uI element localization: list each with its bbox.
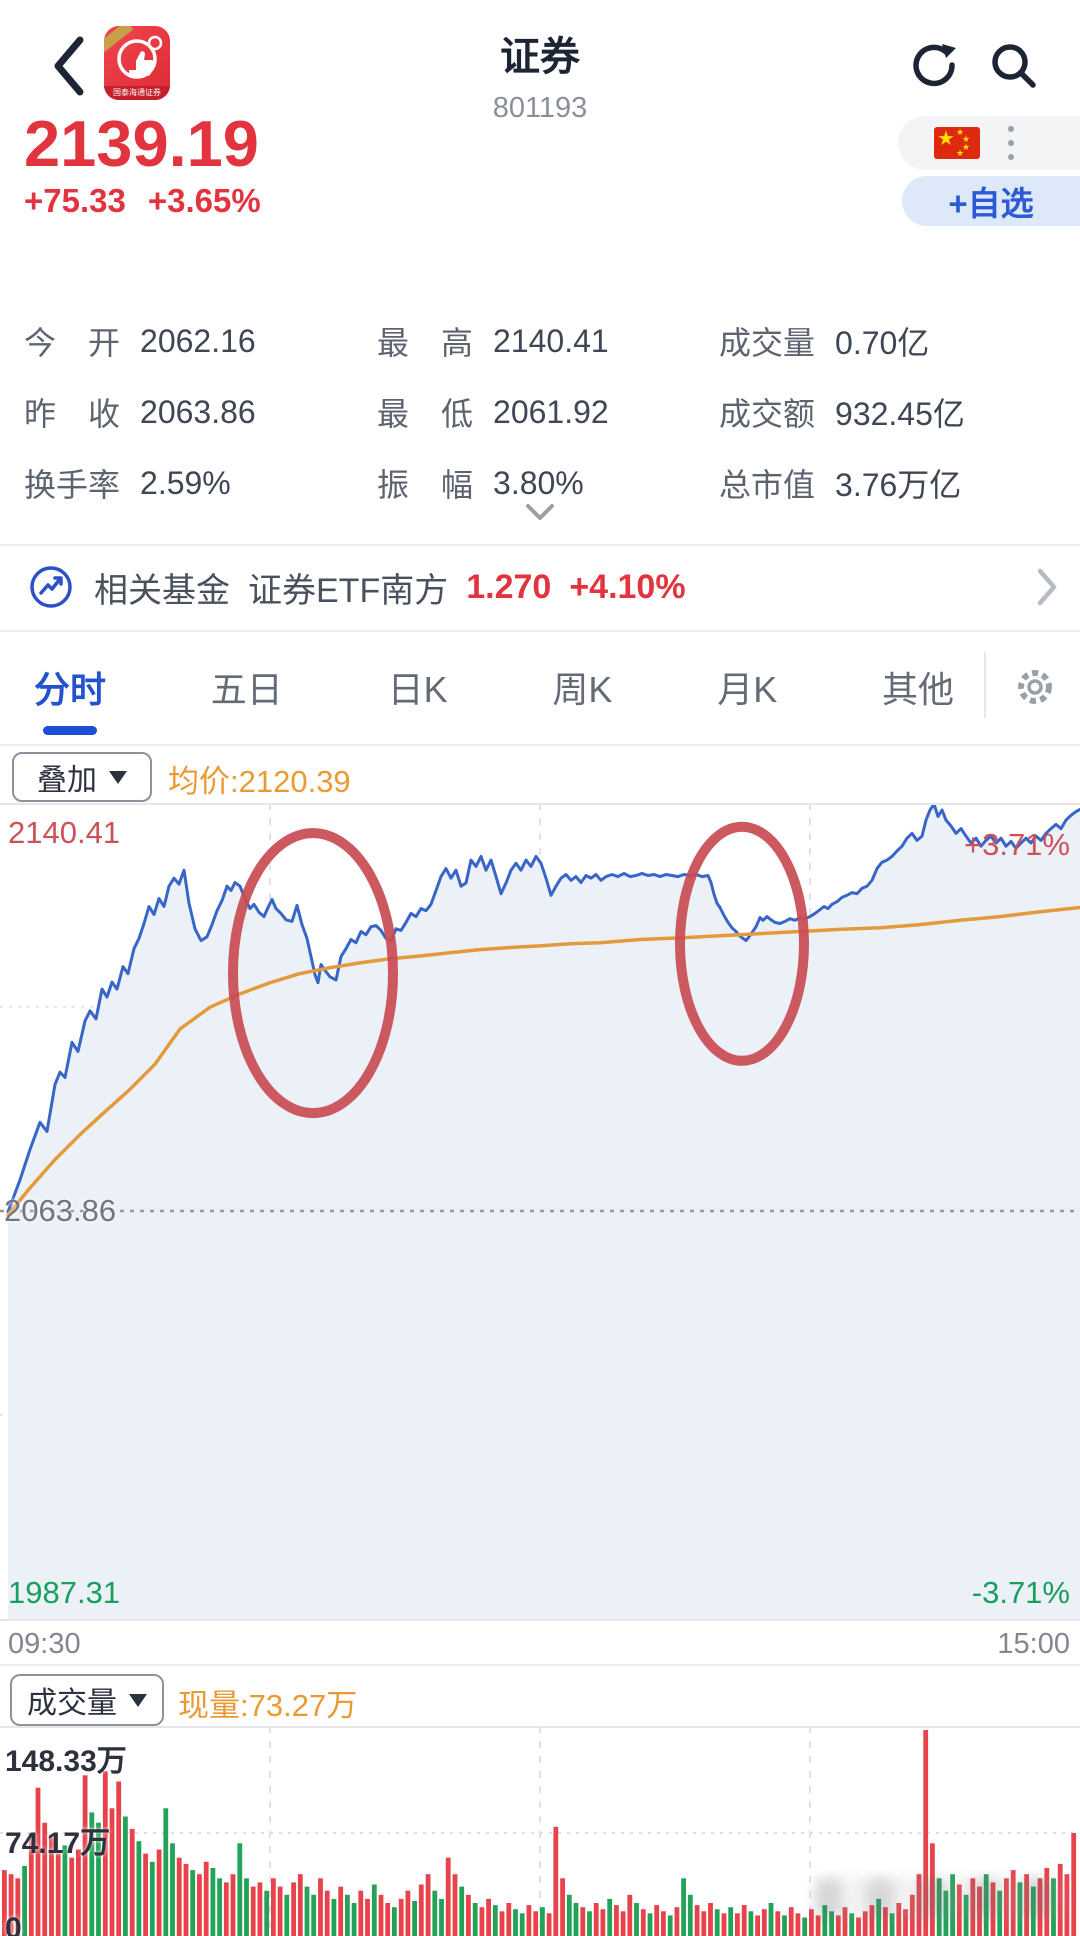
stock-code: 801193 xyxy=(492,92,588,124)
change-pct: +3.65% xyxy=(147,182,261,219)
time-axis: 09:30 15:00 xyxy=(0,1622,1080,1666)
avg-price-label: 均价:2120.39 xyxy=(168,764,351,799)
stat-open: 今 开 2062.16 xyxy=(24,322,256,362)
chart-tab-bar: 分时 五日 日K 周K 月K 其他 xyxy=(0,630,1080,744)
china-flag-icon: ★ ★ ★ ★ ★ xyxy=(934,127,980,159)
page-title: 证券 xyxy=(500,35,580,79)
title-block: 证券 801193 xyxy=(0,24,1080,125)
chart-high-label: 2140.41 xyxy=(8,815,121,850)
tab-minute[interactable]: 分时 xyxy=(32,661,108,735)
stat-amplitude: 振 幅 3.80% xyxy=(377,464,584,504)
stat-turnover-amount: 成交额 932.45亿 xyxy=(719,396,965,432)
volume-chart[interactable]: 148.33万 74.17万 0 xyxy=(0,1726,1080,1936)
last-price: 2139.19 xyxy=(24,107,259,180)
minute-chart-canvas xyxy=(0,803,1080,1619)
dropdown-arrow-icon xyxy=(109,770,127,784)
current-volume-label: 现量:73.27万 xyxy=(178,1688,358,1723)
related-fund-label: 相关基金 xyxy=(94,571,230,610)
kebab-menu-icon[interactable] xyxy=(1008,126,1014,160)
chart-high-pct-label: +3.71% xyxy=(963,827,1070,862)
stat-volume: 成交量 0.70亿 xyxy=(719,325,930,361)
volume-max-label: 148.33万 xyxy=(5,1745,127,1778)
related-fund-name: 证券ETF南方 xyxy=(248,571,449,610)
volume-mid-label: 74.17万 xyxy=(5,1827,111,1860)
related-fund-row[interactable]: 相关基金 证券ETF南方 1.270 +4.10% xyxy=(0,546,1080,628)
tab-monthly-k[interactable]: 月K xyxy=(717,669,778,710)
stat-prev-close: 昨 收 2063.86 xyxy=(24,393,256,433)
chart-bottom-border xyxy=(0,1619,1080,1621)
related-fund-change: +4.10% xyxy=(569,567,686,606)
time-end: 15:00 xyxy=(997,1628,1070,1660)
chart-prev-close-label: 2063.86 xyxy=(4,1193,117,1228)
overlay-row: 叠加 均价:2120.39 xyxy=(0,748,1080,802)
divider xyxy=(0,630,1080,632)
minute-chart[interactable]: 2140.41 +3.71% 2063.86 1987.31 -3.71% xyxy=(0,803,1080,1619)
volume-zero-label: 0 xyxy=(5,1912,22,1936)
app-logo-caption: 国泰海通证券 xyxy=(104,86,170,100)
refresh-icon[interactable] xyxy=(908,38,962,92)
watermark-smudge xyxy=(815,1878,1065,1918)
divider xyxy=(0,744,1080,746)
search-icon[interactable] xyxy=(986,38,1040,92)
add-watchlist-button[interactable]: +自选 xyxy=(902,176,1080,226)
expand-stats-chevron-down-icon[interactable] xyxy=(514,500,566,526)
tab-other[interactable]: 其他 xyxy=(881,669,954,710)
volume-header: 成交量 现量:73.27万 xyxy=(0,1666,1080,1726)
volume-chart-canvas xyxy=(0,1726,1080,1936)
volume-dropdown[interactable]: 成交量 xyxy=(10,1674,164,1726)
dropdown-arrow-icon xyxy=(129,1693,147,1707)
time-start: 09:30 xyxy=(8,1628,81,1660)
chart-low-pct-label: -3.71% xyxy=(971,1575,1070,1610)
price-change: +75.33 +3.65% xyxy=(24,182,283,220)
chart-top-border xyxy=(0,803,1080,805)
stat-low: 最 低 2061.92 xyxy=(377,393,609,433)
chart-low-label: 1987.31 xyxy=(8,1575,121,1610)
divider xyxy=(0,544,1080,546)
stat-high: 最 高 2140.41 xyxy=(377,322,609,362)
change-abs: +75.33 xyxy=(24,182,126,219)
tab-daily-k[interactable]: 日K xyxy=(387,669,448,710)
tab-weekly-k[interactable]: 周K xyxy=(552,669,613,710)
back-icon[interactable] xyxy=(48,34,92,98)
tab-five-day[interactable]: 五日 xyxy=(210,669,283,710)
market-flag-pill[interactable]: ★ ★ ★ ★ ★ xyxy=(898,116,1080,170)
divider xyxy=(0,1664,1080,1666)
stat-turnover-rate: 换手率 2.59% xyxy=(24,464,231,504)
trend-circle-icon xyxy=(30,566,72,608)
divider xyxy=(984,652,986,718)
overlay-dropdown[interactable]: 叠加 xyxy=(12,752,152,802)
active-tab-underline xyxy=(43,726,97,735)
related-fund-price: 1.270 xyxy=(466,567,552,606)
stat-market-cap: 总市值 3.76万亿 xyxy=(719,467,962,503)
gear-icon[interactable] xyxy=(1012,664,1058,710)
app-logo-icon[interactable]: 国泰海通证券 xyxy=(104,26,170,100)
chevron-right-icon xyxy=(1037,568,1057,606)
